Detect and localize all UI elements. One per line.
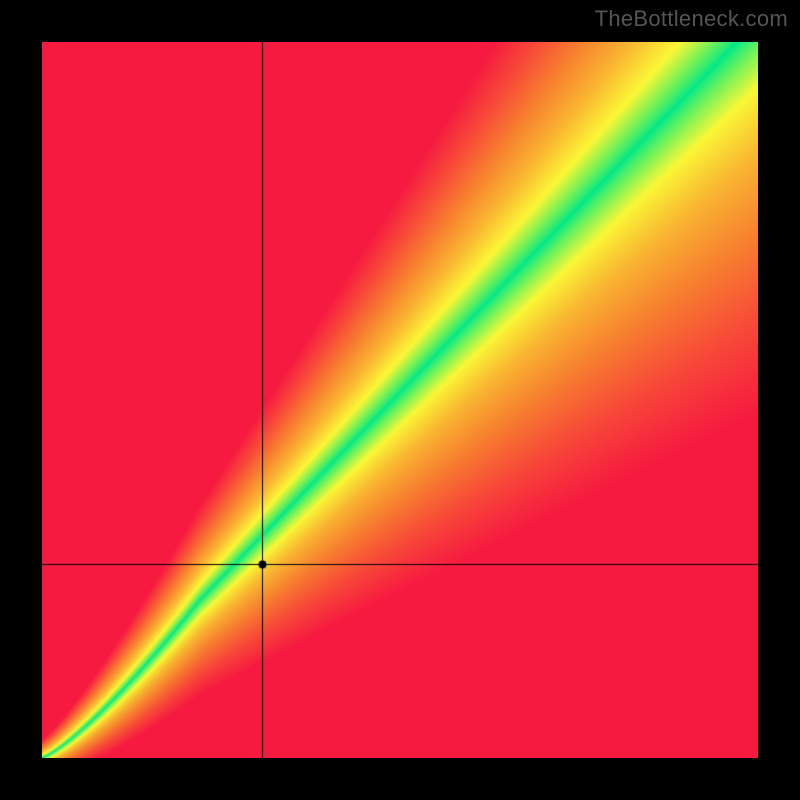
watermark-text: TheBottleneck.com	[595, 6, 788, 32]
chart-stage: TheBottleneck.com	[0, 0, 800, 800]
bottleneck-heatmap	[42, 42, 758, 758]
